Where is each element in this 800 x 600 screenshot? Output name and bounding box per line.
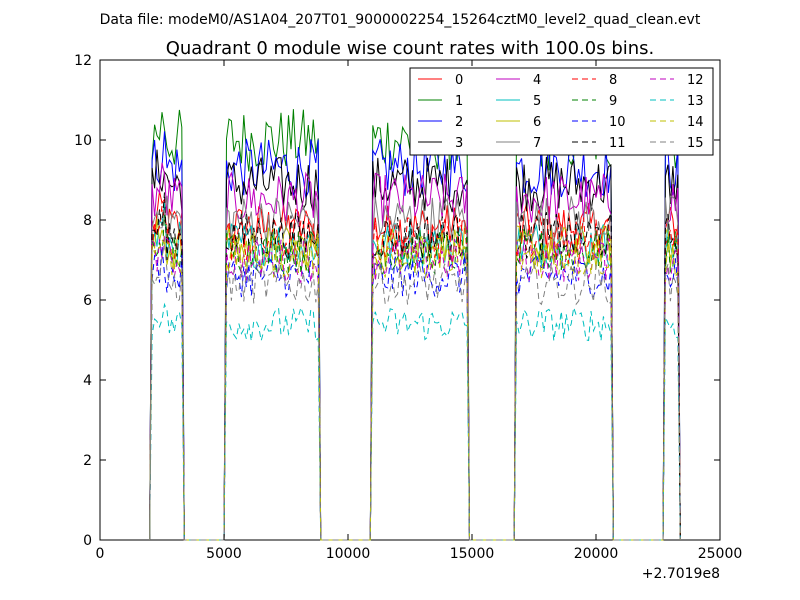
y-tick-label-2: 2 xyxy=(83,453,92,469)
y-tick-label-4: 4 xyxy=(83,373,92,389)
series-line-11 xyxy=(149,192,681,541)
y-tick-label-8: 8 xyxy=(83,213,92,229)
y-tick-label-12: 12 xyxy=(74,53,92,69)
x-tick-label-15000: 15000 xyxy=(450,546,495,562)
legend-label-15: 15 xyxy=(687,136,704,151)
chart-suptitle: Data file: modeM0/AS1A04_207T01_90000022… xyxy=(100,12,701,28)
legend-label-2: 2 xyxy=(455,115,463,130)
x-offset-label: +2.7019e8 xyxy=(642,566,720,582)
series-line-13 xyxy=(149,302,681,541)
legend-label-4: 4 xyxy=(533,73,541,88)
legend-label-10: 10 xyxy=(609,115,626,130)
legend-label-9: 9 xyxy=(609,94,617,109)
x-tick-label-10000: 10000 xyxy=(326,546,371,562)
series-line-7 xyxy=(149,195,681,541)
legend-label-7: 7 xyxy=(533,136,541,151)
legend-label-1: 1 xyxy=(455,94,463,109)
x-tick-label-25000: 25000 xyxy=(698,546,743,562)
series-line-10 xyxy=(149,246,681,541)
legend-label-8: 8 xyxy=(609,73,617,88)
legend-box xyxy=(409,67,714,156)
legend-label-14: 14 xyxy=(687,115,704,130)
legend-label-13: 13 xyxy=(687,94,704,109)
series-line-3 xyxy=(149,149,681,541)
series-line-12 xyxy=(149,233,681,541)
y-tick-label-0: 0 xyxy=(83,533,92,549)
legend-label-11: 11 xyxy=(609,136,626,151)
legend-label-5: 5 xyxy=(533,94,541,109)
x-tick-label-20000: 20000 xyxy=(574,546,619,562)
x-tick-label-5000: 5000 xyxy=(206,546,242,562)
y-tick-label-10: 10 xyxy=(74,133,92,149)
legend-label-3: 3 xyxy=(455,136,463,151)
chart-title: Quadrant 0 module wise count rates with … xyxy=(166,38,655,59)
series-line-14 xyxy=(149,231,681,541)
legend-label-12: 12 xyxy=(687,73,704,88)
legend-label-6: 6 xyxy=(533,115,541,130)
x-tick-label-0: 0 xyxy=(96,546,105,562)
plot-area: 0 5000 10000 15000 20000 25000024681012012345… xyxy=(74,53,742,562)
y-tick-label-6: 6 xyxy=(83,293,92,309)
legend-label-0: 0 xyxy=(455,73,463,88)
series-line-15 xyxy=(149,244,681,541)
